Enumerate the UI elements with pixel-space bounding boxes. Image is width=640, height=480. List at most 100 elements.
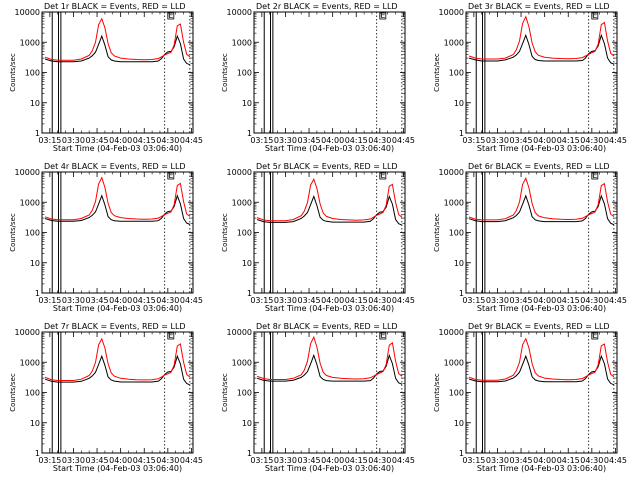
series-events [44,194,191,225]
xtick-label: 03:30 [274,456,297,465]
ytick-label: 10000 [439,168,464,177]
ytick-label: 1000 [20,358,40,367]
x-axis-label: Start Time (04-Feb-03 03:06:40) [477,304,606,313]
xtick-label: 03:45 [298,136,321,145]
xtick-label: 04:30 [368,456,391,465]
box-marker-label: E [592,331,597,340]
xtick-label: 04:45 [180,456,203,465]
ytick-label: 10 [242,419,252,428]
xtick-label: 03:45 [298,456,321,465]
box-marker-label: E [168,11,173,20]
xtick-label: 03:45 [86,456,109,465]
ytick-label: 10000 [227,168,252,177]
plot-frame [253,331,406,454]
ytick-label: 10 [454,419,464,428]
xtick-label: 04:15 [557,136,580,145]
y-axis-label: Counts/sec [221,373,229,412]
xtick-label: 04:30 [156,136,179,145]
xtick-label: 04:15 [345,136,368,145]
panel-title: Det 7r BLACK = Events, RED = LLD [44,322,186,331]
ytick-label: 1 [35,449,40,458]
x-axis-label: Start Time (04-Feb-03 03:06:40) [53,304,182,313]
x-axis-label: Start Time (04-Feb-03 03:06:40) [265,144,394,153]
xtick-label: 04:30 [580,136,603,145]
plot-frame [41,171,194,294]
y-axis-label: Counts/sec [221,213,229,252]
panel-title: Det 5r BLACK = Events, RED = LLD [256,162,398,171]
ytick-label: 1 [247,129,252,138]
ytick-label: 1 [459,289,464,298]
series-events [468,354,615,386]
x-axis-label: Start Time (04-Feb-03 03:06:40) [265,464,394,473]
xtick-label: 04:00 [533,456,556,465]
ytick-label: 1 [459,129,464,138]
ytick-label: 10 [30,259,40,268]
y-axis-label: Counts/sec [433,53,441,92]
xtick-label: 03:15 [250,456,273,465]
series-lld [468,177,615,221]
ytick-label: 1 [459,449,464,458]
series-lld [468,15,615,60]
xtick-label: 04:15 [133,136,156,145]
xtick-label: 04:00 [533,296,556,305]
box-marker-label: E [380,171,385,180]
xtick-label: 04:45 [180,136,203,145]
xtick-label: 04:15 [133,456,156,465]
xtick-label: 03:45 [86,136,109,145]
ytick-label: 1000 [444,198,464,207]
xtick-label: 03:15 [38,296,61,305]
y-axis-label: Counts/sec [9,373,17,412]
ytick-label: 100 [25,69,40,78]
x-axis-label: Start Time (04-Feb-03 03:06:40) [53,464,182,473]
plot-frame [465,171,618,294]
xtick-label: 03:15 [38,136,61,145]
y-axis-label: Counts/sec [221,53,229,92]
xtick-label: 03:30 [486,296,509,305]
xtick-label: 04:00 [533,136,556,145]
xtick-label: 03:30 [274,136,297,145]
ytick-label: 10000 [439,8,464,17]
xtick-label: 03:45 [510,136,533,145]
ytick-label: 1000 [232,198,252,207]
series-events [468,194,615,226]
series-events [44,354,191,386]
ytick-label: 100 [25,389,40,398]
xtick-label: 04:00 [109,136,132,145]
xtick-label: 03:30 [486,456,509,465]
plot-frame [465,331,618,454]
box-marker-label: E [380,331,385,340]
x-axis-label: Start Time (04-Feb-03 03:06:40) [265,304,394,313]
xtick-label: 04:15 [557,456,580,465]
ytick-label: 1000 [444,38,464,47]
xtick-label: 03:30 [62,456,85,465]
panel-title: Det 4r BLACK = Events, RED = LLD [44,162,186,171]
ytick-label: 100 [25,229,40,238]
xtick-label: 04:00 [109,296,132,305]
ytick-label: 100 [237,229,252,238]
series-lld [44,176,191,221]
panel-title: Det 8r BLACK = Events, RED = LLD [256,322,398,331]
xtick-label: 03:15 [250,296,273,305]
x-axis-label: Start Time (04-Feb-03 03:06:40) [477,464,606,473]
xtick-label: 03:45 [510,456,533,465]
series-events [44,34,191,66]
xtick-label: 04:15 [557,296,580,305]
ytick-label: 10 [30,99,40,108]
ytick-label: 100 [449,229,464,238]
ytick-label: 10 [454,99,464,108]
y-axis-label: Counts/sec [9,53,17,92]
xtick-label: 03:45 [86,296,109,305]
xtick-label: 03:45 [298,296,321,305]
ytick-label: 1 [247,449,252,458]
ytick-label: 1 [35,289,40,298]
ytick-label: 1000 [444,358,464,367]
xtick-label: 04:45 [604,136,627,145]
box-marker-label: E [168,331,173,340]
